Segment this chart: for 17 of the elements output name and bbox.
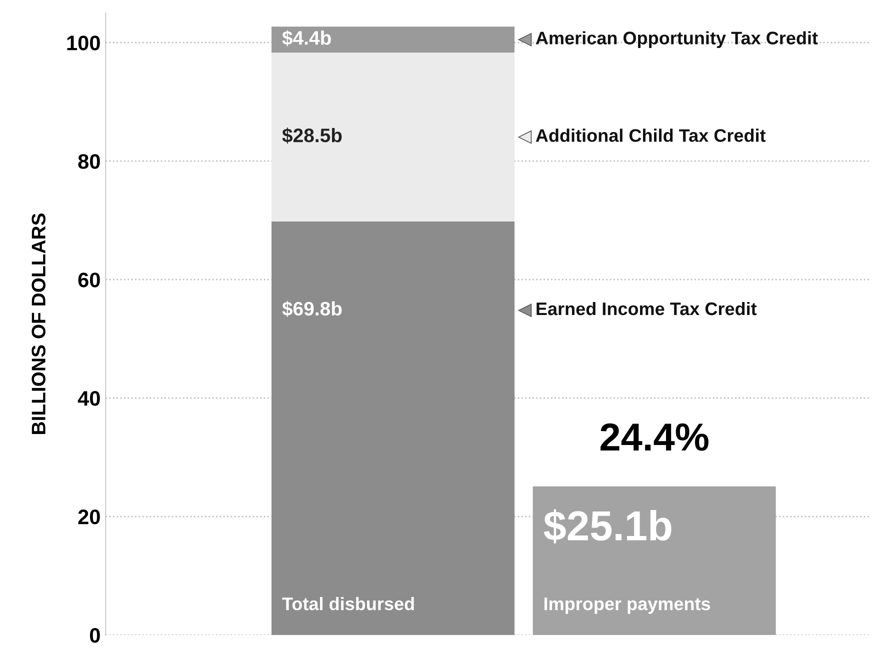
x-tick-label: Improper payments bbox=[544, 598, 710, 614]
annotation: 24.4% bbox=[600, 423, 708, 451]
data-label: $4.4b bbox=[282, 30, 331, 46]
legend-label: Earned Income Tax Credit bbox=[536, 302, 757, 316]
legend-label: Additional Child Tax Credit bbox=[536, 128, 766, 142]
data-label: $25.1b bbox=[544, 509, 672, 544]
y-tick-label: 20 bbox=[78, 510, 100, 524]
legend-label: American Opportunity Tax Credit bbox=[536, 31, 818, 48]
data-label: $69.8b bbox=[282, 300, 342, 317]
y-tick-label: 0 bbox=[90, 628, 100, 643]
y-tick-label: 80 bbox=[78, 154, 100, 169]
y-tick-label: 40 bbox=[78, 391, 100, 406]
x-tick-label: Total disbursed bbox=[282, 597, 414, 610]
y-tick-label: 60 bbox=[78, 272, 100, 288]
y-tick-label: 100 bbox=[67, 36, 100, 50]
data-label: $28.5b bbox=[282, 128, 342, 144]
y-axis-title: BILLIONS OF DOLLARS bbox=[32, 213, 46, 434]
